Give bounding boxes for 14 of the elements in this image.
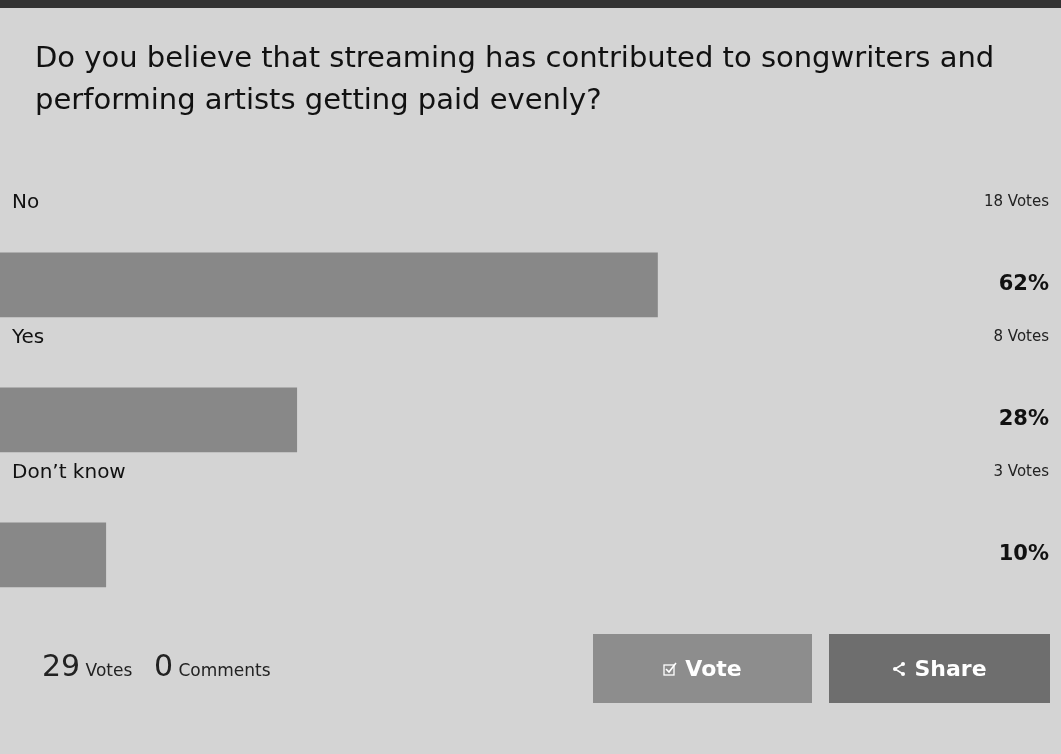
text: Share [914, 656, 987, 681]
data-label: 28% [998, 406, 1049, 431]
annotation: 8 Votes [993, 327, 1050, 346]
data-label: 10% [998, 541, 1049, 566]
chart-title: Do you believe that streaming has contributed to songwriters and performing artists getting paid evenly? [35, 39, 996, 118]
text: 29 Votes [42, 648, 133, 683]
data-label: 62% [998, 271, 1049, 296]
annotation: 3 Votes [993, 462, 1050, 481]
y-tick-label: Yes [11, 323, 45, 348]
text: 0 Comments [153, 648, 271, 683]
annotation: 18 Votes [983, 192, 1050, 211]
text: Vote [685, 656, 742, 681]
y-tick-label: Don’t know [12, 458, 126, 483]
y-tick-label: No [12, 188, 40, 213]
